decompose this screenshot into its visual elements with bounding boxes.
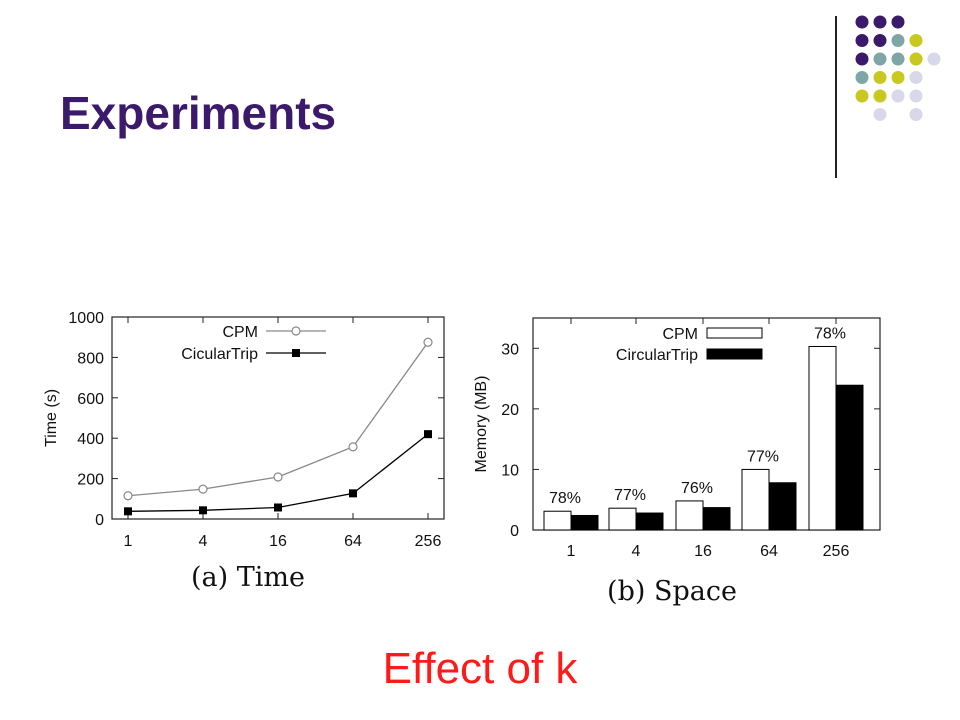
- x-tick-label: 256: [415, 533, 442, 550]
- decorative-dot: [891, 52, 905, 66]
- decorative-dot: [855, 89, 869, 103]
- data-point: [423, 337, 433, 347]
- percent-label: 77%: [747, 448, 779, 465]
- x-tick-label: 1: [124, 533, 133, 550]
- x-tick-label: 16: [694, 543, 712, 560]
- data-point: [349, 489, 357, 498]
- bar: [635, 512, 664, 531]
- data-point: [274, 503, 282, 512]
- y-tick-label: 600: [77, 391, 104, 408]
- x-tick-label: 64: [344, 533, 362, 550]
- decorative-dot: [873, 52, 887, 66]
- bar: [768, 482, 797, 531]
- chart-caption: (b) Space: [607, 576, 737, 607]
- y-tick-label: 30: [501, 341, 519, 358]
- data-point: [124, 507, 132, 516]
- y-tick-label: 0: [510, 523, 519, 540]
- data-point: [199, 506, 207, 515]
- y-tick-label: 400: [77, 431, 104, 448]
- decorative-dot: [873, 108, 887, 121]
- percent-label: 78%: [549, 490, 581, 507]
- bar: [808, 345, 837, 531]
- bar: [608, 507, 637, 531]
- y-axis-label: Time (s): [43, 389, 60, 447]
- y-tick-label: 200: [77, 472, 104, 489]
- bar: [702, 507, 731, 531]
- percent-label: 76%: [681, 480, 713, 497]
- decorative-dot: [909, 71, 923, 84]
- decorative-dot: [873, 71, 887, 84]
- decorative-dot: [891, 89, 905, 103]
- legend-marker: [292, 349, 300, 357]
- decorative-dot: [855, 52, 869, 66]
- legend-label: CPM: [662, 326, 698, 343]
- slide-caption: Effect of k: [382, 644, 578, 693]
- y-tick-label: 0: [95, 512, 104, 529]
- title-divider: [835, 16, 837, 178]
- legend-label: CPM: [222, 324, 258, 341]
- y-tick-label: 20: [501, 402, 519, 419]
- decorative-dot: [855, 15, 869, 29]
- bar: [675, 500, 704, 531]
- legend-label: CicularTrip: [181, 346, 258, 363]
- decorative-dot: [891, 71, 905, 84]
- y-tick-label: 10: [501, 462, 519, 479]
- bar: [543, 510, 572, 531]
- decorative-dot: [909, 108, 923, 121]
- percent-label: 78%: [814, 325, 846, 342]
- decorative-dot: [909, 89, 923, 103]
- legend-marker: [291, 326, 301, 336]
- decorative-dot: [873, 15, 887, 29]
- decorative-dot: [909, 52, 923, 66]
- bar: [741, 468, 770, 531]
- y-tick-label: 800: [77, 350, 104, 367]
- chart-caption: (a) Time: [191, 562, 305, 593]
- y-axis-label: Memory (MB): [473, 376, 490, 473]
- plot-frame: [111, 316, 445, 520]
- y-tick-label: 1000: [68, 310, 104, 327]
- decorative-dot: [873, 34, 887, 47]
- decorative-dot-grid: [855, 15, 941, 121]
- bar: [570, 514, 599, 531]
- x-tick-label: 64: [760, 543, 778, 560]
- decorative-dot: [891, 15, 905, 29]
- data-point: [424, 430, 432, 439]
- data-point: [123, 491, 133, 501]
- x-tick-label: 1: [567, 543, 576, 560]
- x-tick-label: 16: [269, 533, 287, 550]
- space-chart: 0 10 20 30 1 4 16 64 256 Memory (MB) CPM CircularTr…: [473, 317, 881, 607]
- x-tick-label: 4: [632, 543, 641, 560]
- legend-swatch: [706, 327, 763, 339]
- legend-swatch: [706, 348, 763, 360]
- legend-label: CircularTrip: [616, 347, 698, 364]
- x-tick-label: 4: [199, 533, 208, 550]
- decorative-dot: [855, 34, 869, 47]
- x-tick-label: 256: [823, 543, 850, 560]
- time-chart: 0 200 400 600 800 1000 1 4 16 64 256 Time (s) CPM Cic…: [43, 310, 445, 593]
- decorative-dot: [909, 34, 923, 47]
- decorative-dot: [927, 52, 941, 66]
- bar: [835, 384, 864, 531]
- decorative-dot: [855, 71, 869, 84]
- data-point: [198, 484, 208, 494]
- slide-title: Experiments: [60, 87, 337, 139]
- percent-label: 77%: [614, 487, 646, 504]
- data-point: [273, 472, 283, 482]
- data-point: [348, 442, 358, 452]
- decorative-dot: [891, 34, 905, 47]
- decorative-dot: [873, 89, 887, 103]
